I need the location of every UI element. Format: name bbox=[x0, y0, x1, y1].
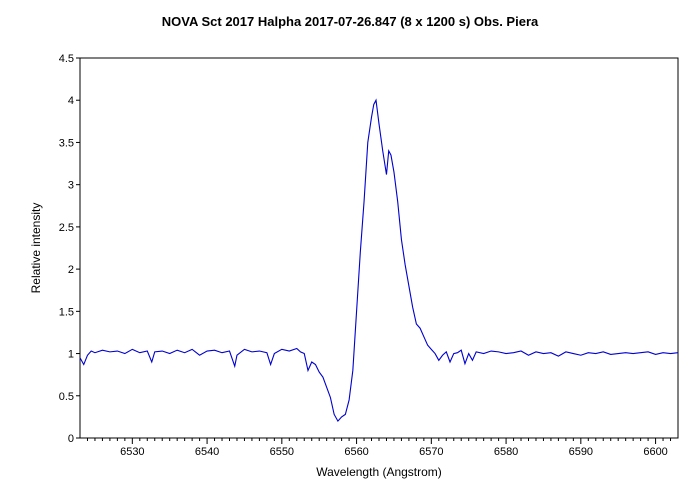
plot-area-frame bbox=[79, 57, 679, 439]
y-tick-label: 1 bbox=[68, 349, 74, 361]
y-axis-label: Relative intensity bbox=[29, 203, 43, 294]
x-axis-label: Wavelength (Angstrom) bbox=[316, 465, 442, 479]
y-tick-label: 2.5 bbox=[59, 222, 74, 234]
y-tick-label: 0 bbox=[68, 433, 74, 445]
series-line-halpha bbox=[79, 98, 679, 423]
y-tick-label: 1.5 bbox=[59, 306, 74, 318]
x-tick-label: 6530 bbox=[120, 446, 144, 458]
y-tick-label: 4.5 bbox=[59, 53, 74, 65]
y-tick-label: 3 bbox=[68, 180, 74, 192]
y-tick-label: 2 bbox=[68, 264, 74, 276]
x-tick-label: 6540 bbox=[195, 446, 219, 458]
x-tick-label: 6560 bbox=[344, 446, 368, 458]
y-tick-label: 3.5 bbox=[59, 137, 74, 149]
y-axis-ticks: 0 0.5 1 1.5 2 2.5 3 3.5 4 4.5 bbox=[59, 53, 80, 445]
chart-title: NOVA Sct 2017 Halpha 2017-07-26.847 (8 x… bbox=[162, 14, 539, 29]
x-axis-ticks: 6530 6540 6550 6560 6570 6580 6590 6600 bbox=[86, 438, 672, 458]
y-tick-label: 4 bbox=[68, 95, 74, 107]
y-tick-label: 0.5 bbox=[59, 391, 74, 403]
x-tick-label: 6570 bbox=[419, 446, 443, 458]
x-tick-label: 6550 bbox=[270, 446, 294, 458]
x-tick-label: 6580 bbox=[494, 446, 518, 458]
x-tick-label: 6600 bbox=[643, 446, 667, 458]
x-tick-label: 6590 bbox=[569, 446, 593, 458]
